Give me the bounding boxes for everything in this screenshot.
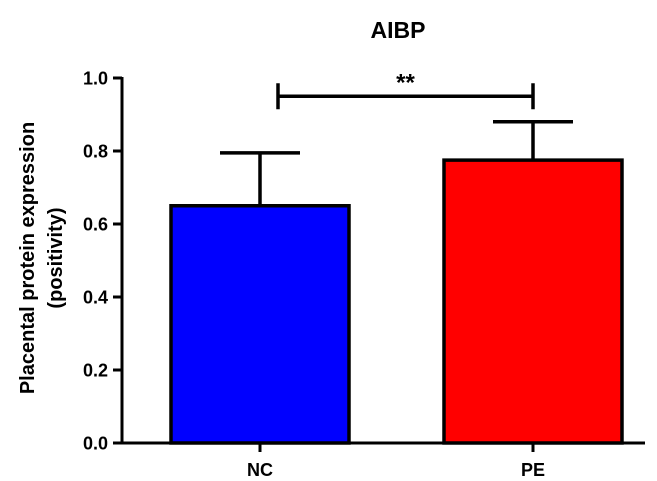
bar-pe xyxy=(442,158,624,445)
chart-title: AIBP xyxy=(371,17,426,43)
significance-label: ** xyxy=(396,69,415,96)
y-axis-title-line-2: (positivity) xyxy=(45,207,67,308)
plot-area: 0.0 0.2 0.4 0.6 0.8 1.0 NC PE ** xyxy=(83,69,645,480)
x-tick-label-pe: PE xyxy=(521,460,545,480)
y-axis-title: Placental protein expression (positivity… xyxy=(17,122,67,394)
bar-nc xyxy=(169,204,351,445)
x-tick-label-nc: NC xyxy=(247,460,273,480)
y-tick-label: 0.6 xyxy=(83,215,108,235)
y-tick-label: 0.2 xyxy=(83,361,108,381)
y-tick-label: 1.0 xyxy=(83,69,108,89)
y-axis-title-line-1: Placental protein expression xyxy=(17,122,39,394)
y-tick-label: 0.4 xyxy=(83,288,108,308)
y-tick-label: 0.0 xyxy=(83,434,108,454)
y-tick-label: 0.8 xyxy=(83,142,108,162)
